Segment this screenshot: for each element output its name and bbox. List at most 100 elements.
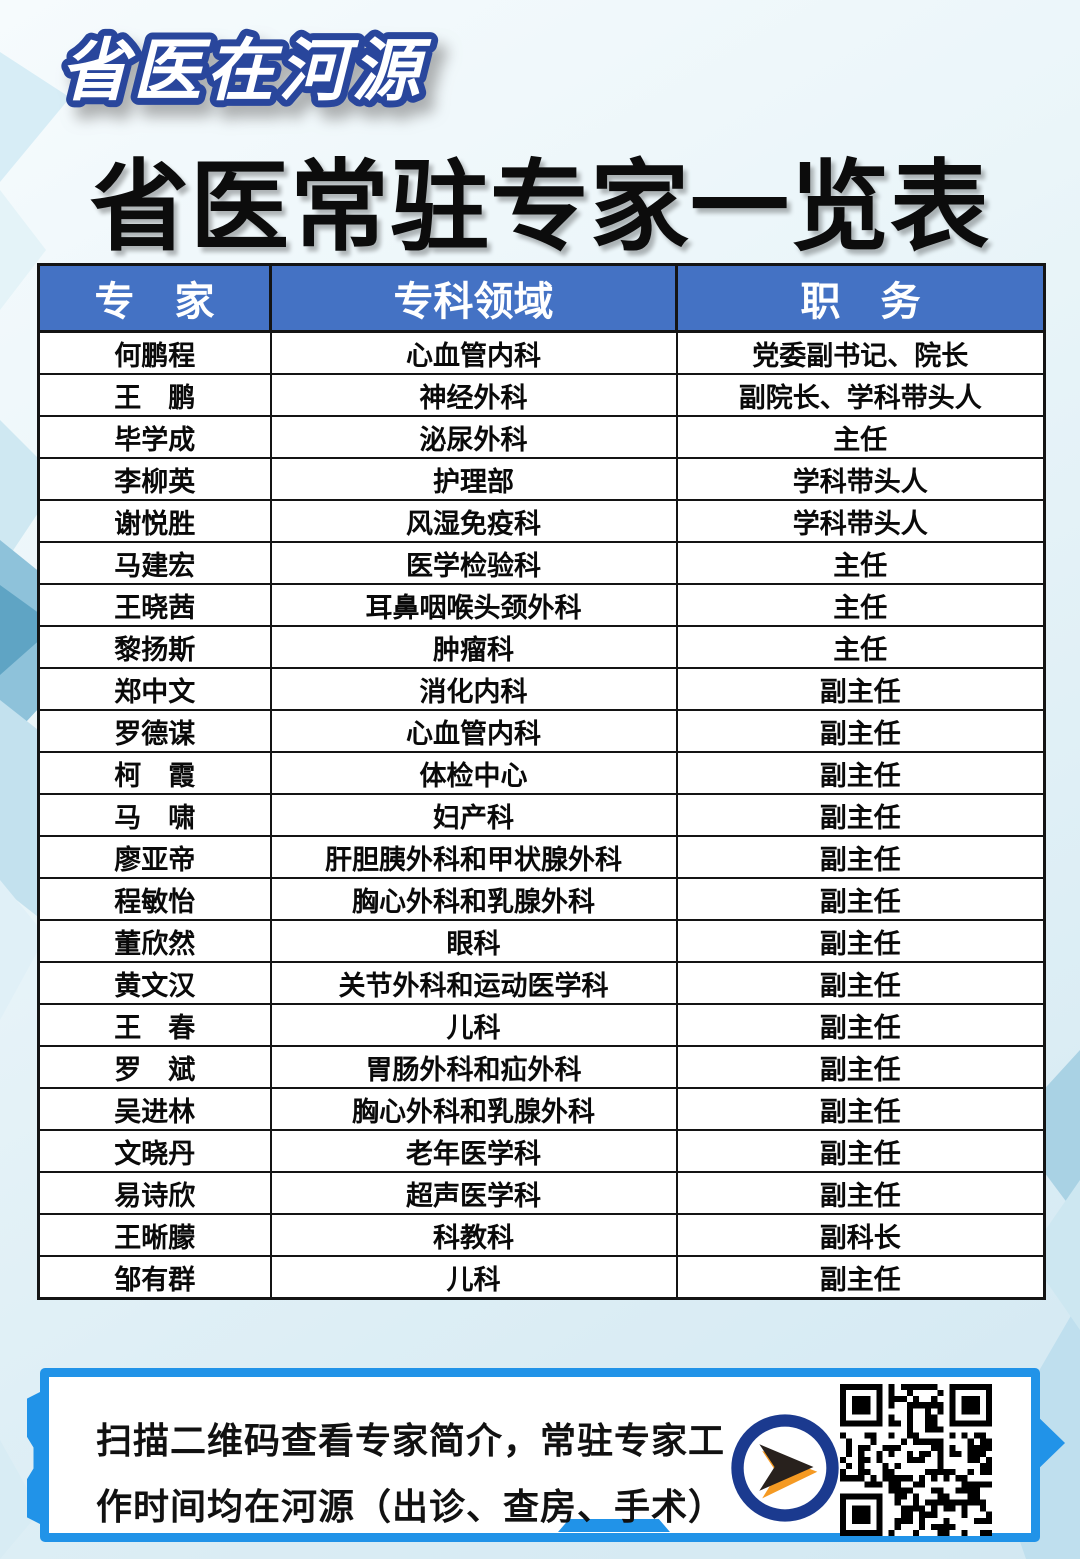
table-header-expert: 专 家 xyxy=(37,263,272,333)
expert-name-cell: 谢悦胜 xyxy=(37,499,272,543)
footer-caption-line2: 作时间均在河源（出诊、查房、手术） xyxy=(96,1486,726,1527)
position-cell: 主任 xyxy=(675,625,1046,669)
expert-name-cell: 黄文汉 xyxy=(37,961,272,1005)
specialty-cell: 神经外科 xyxy=(269,373,678,417)
table-header-position: 职 务 xyxy=(675,263,1046,333)
specialty-cell: 风湿免疫科 xyxy=(269,499,678,543)
expert-name-cell: 何鹏程 xyxy=(37,330,272,375)
expert-name-cell: 李柳英 xyxy=(37,457,272,501)
position-cell: 副科长 xyxy=(675,1213,1046,1257)
specialty-cell: 医学检验科 xyxy=(269,541,678,585)
experts-table: 专 家 专科领域 职 务 何鹏程 心血管内科 党委副书记、院长 王 鹏 神经外科… xyxy=(37,263,1046,1300)
specialty-cell: 科教科 xyxy=(269,1213,678,1257)
specialty-cell: 肿瘤科 xyxy=(269,625,678,669)
expert-name-cell: 王晰朦 xyxy=(37,1213,272,1257)
expert-name-cell: 邹有群 xyxy=(37,1255,272,1300)
position-cell: 副主任 xyxy=(675,919,1046,963)
expert-name-cell: 罗 斌 xyxy=(37,1045,272,1089)
specialty-cell: 超声医学科 xyxy=(269,1171,678,1215)
position-cell: 主任 xyxy=(675,415,1046,459)
footer-caption-line1: 扫描二维码查看专家简介，常驻专家工 xyxy=(96,1420,726,1461)
expert-name-cell: 文晓丹 xyxy=(37,1129,272,1173)
position-cell: 副主任 xyxy=(675,835,1046,879)
table-row: 马 啸 妇产科 副主任 xyxy=(37,793,1046,837)
expert-name-cell: 王 春 xyxy=(37,1003,272,1047)
position-cell: 主任 xyxy=(675,541,1046,585)
specialty-cell: 护理部 xyxy=(269,457,678,501)
expert-name-cell: 毕学成 xyxy=(37,415,272,459)
brand-badge-text: 省医在河源 xyxy=(60,33,432,109)
table-row: 王晰朦 科教科 副科长 xyxy=(37,1213,1046,1257)
table-row: 董欣然 眼科 副主任 xyxy=(37,919,1046,963)
position-cell: 学科带头人 xyxy=(675,457,1046,501)
expert-name-cell: 黎扬斯 xyxy=(37,625,272,669)
expert-name-cell: 程敏怡 xyxy=(37,877,272,921)
position-cell: 副院长、学科带头人 xyxy=(675,373,1046,417)
specialty-cell: 耳鼻咽喉头颈外科 xyxy=(269,583,678,627)
table-header-specialty: 专科领域 xyxy=(269,263,678,333)
specialty-cell: 胸心外科和乳腺外科 xyxy=(269,877,678,921)
specialty-cell: 泌尿外科 xyxy=(269,415,678,459)
table-header-row: 专 家 专科领域 职 务 xyxy=(37,263,1046,333)
position-cell: 学科带头人 xyxy=(675,499,1046,543)
qr-code xyxy=(840,1384,992,1536)
specialty-cell: 体检中心 xyxy=(269,751,678,795)
specialty-cell: 胃肠外科和疝外科 xyxy=(269,1045,678,1089)
table-row: 李柳英 护理部 学科带头人 xyxy=(37,457,1046,501)
table-row: 易诗欣 超声医学科 副主任 xyxy=(37,1171,1046,1215)
table-row: 王 鹏 神经外科 副院长、学科带头人 xyxy=(37,373,1046,417)
expert-name-cell: 易诗欣 xyxy=(37,1171,272,1215)
position-cell: 党委副书记、院长 xyxy=(675,330,1046,375)
position-cell: 副主任 xyxy=(675,877,1046,921)
specialty-cell: 老年医学科 xyxy=(269,1129,678,1173)
expert-name-cell: 廖亚帝 xyxy=(37,835,272,879)
table-row: 黎扬斯 肿瘤科 主任 xyxy=(37,625,1046,669)
banner-border-decoration xyxy=(558,1519,670,1532)
position-cell: 副主任 xyxy=(675,1171,1046,1215)
expert-name-cell: 马 啸 xyxy=(37,793,272,837)
table-row: 黄文汉 关节外科和运动医学科 副主任 xyxy=(37,961,1046,1005)
expert-name-cell: 王 鹏 xyxy=(37,373,272,417)
expert-name-cell: 董欣然 xyxy=(37,919,272,963)
table-row: 王晓茜 耳鼻咽喉头颈外科 主任 xyxy=(37,583,1046,627)
table-body: 何鹏程 心血管内科 党委副书记、院长 王 鹏 神经外科 副院长、学科带头人 毕学… xyxy=(37,330,1046,1300)
position-cell: 副主任 xyxy=(675,1255,1046,1300)
table-row: 罗德谋 心血管内科 副主任 xyxy=(37,709,1046,753)
specialty-cell: 消化内科 xyxy=(269,667,678,711)
specialty-cell: 眼科 xyxy=(269,919,678,963)
table-row: 郑中文 消化内科 副主任 xyxy=(37,667,1046,711)
page-title: 省医常驻专家一览表 xyxy=(90,151,990,262)
position-cell: 副主任 xyxy=(675,961,1046,1005)
table-row: 程敏怡 胸心外科和乳腺外科 副主任 xyxy=(37,877,1046,921)
table-row: 邹有群 儿科 副主任 xyxy=(37,1255,1046,1300)
specialty-cell: 肝胆胰外科和甲状腺外科 xyxy=(269,835,678,879)
arrow-in-circle-icon xyxy=(731,1414,839,1522)
position-cell: 主任 xyxy=(675,583,1046,627)
table-row: 王 春 儿科 副主任 xyxy=(37,1003,1046,1047)
expert-name-cell: 柯 霞 xyxy=(37,751,272,795)
specialty-cell: 心血管内科 xyxy=(269,330,678,375)
position-cell: 副主任 xyxy=(675,1045,1046,1089)
banner-border-decoration xyxy=(27,1392,40,1524)
expert-name-cell: 马建宏 xyxy=(37,541,272,585)
expert-name-cell: 郑中文 xyxy=(37,667,272,711)
position-cell: 副主任 xyxy=(675,1129,1046,1173)
specialty-cell: 儿科 xyxy=(269,1255,678,1300)
position-cell: 副主任 xyxy=(675,709,1046,753)
brand-badge-svg: 省医在河源 xyxy=(53,26,434,116)
table-row: 吴进林 胸心外科和乳腺外科 副主任 xyxy=(37,1087,1046,1131)
footer-caption: 扫描二维码查看专家简介，常驻专家工 作时间均在河源（出诊、查房、手术） xyxy=(96,1412,726,1536)
table-row: 文晓丹 老年医学科 副主任 xyxy=(37,1129,1046,1173)
position-cell: 副主任 xyxy=(675,751,1046,795)
table-row: 廖亚帝 肝胆胰外科和甲状腺外科 副主任 xyxy=(37,835,1046,879)
table-row: 柯 霞 体检中心 副主任 xyxy=(37,751,1046,795)
specialty-cell: 心血管内科 xyxy=(269,709,678,753)
position-cell: 副主任 xyxy=(675,793,1046,837)
expert-name-cell: 罗德谋 xyxy=(37,709,272,753)
expert-name-cell: 吴进林 xyxy=(37,1087,272,1131)
specialty-cell: 妇产科 xyxy=(269,793,678,837)
table-row: 罗 斌 胃肠外科和疝外科 副主任 xyxy=(37,1045,1046,1089)
position-cell: 副主任 xyxy=(675,667,1046,711)
position-cell: 副主任 xyxy=(675,1003,1046,1047)
